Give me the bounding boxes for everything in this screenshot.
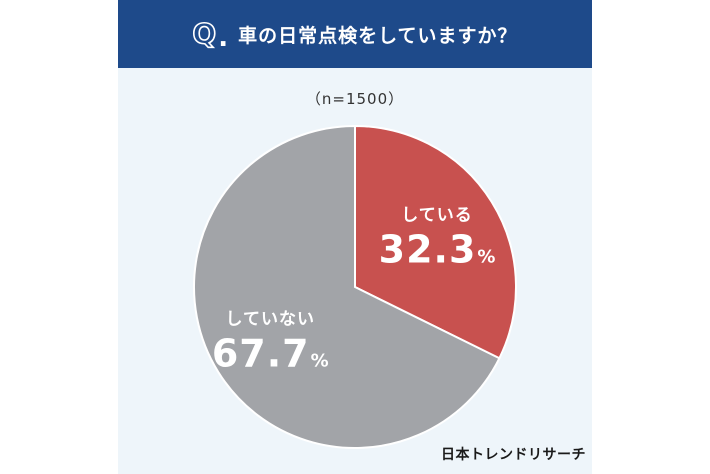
slice-yes-unit: % bbox=[477, 246, 496, 268]
q-icon: Q bbox=[192, 17, 217, 50]
sample-size: （n=1500） bbox=[305, 90, 405, 108]
slice-no-value: 67.7 bbox=[211, 331, 310, 376]
pie-chart bbox=[193, 124, 517, 449]
question-text: 車の日常点検をしていますか？ bbox=[238, 24, 518, 47]
q-dot: . bbox=[218, 23, 229, 53]
pie-slice-yes bbox=[354, 124, 517, 360]
slice-yes-name: している bbox=[401, 205, 473, 226]
chart-card: Q . 車の日常点検をしていますか？ （n=1500） している 32.3% し… bbox=[118, 0, 592, 474]
pie-slice-no bbox=[193, 124, 501, 449]
slice-no-unit: % bbox=[310, 350, 329, 372]
slice-no-name: していない bbox=[225, 309, 315, 330]
slice-label-no: していない 67.7% bbox=[212, 304, 329, 375]
question-header: Q . 車の日常点検をしていますか？ bbox=[118, 0, 592, 68]
slice-label-yes: している 32.3% bbox=[379, 201, 496, 272]
slice-yes-value: 32.3 bbox=[378, 227, 477, 272]
brand-logo: 日本トレンドリサーチ bbox=[441, 447, 586, 463]
